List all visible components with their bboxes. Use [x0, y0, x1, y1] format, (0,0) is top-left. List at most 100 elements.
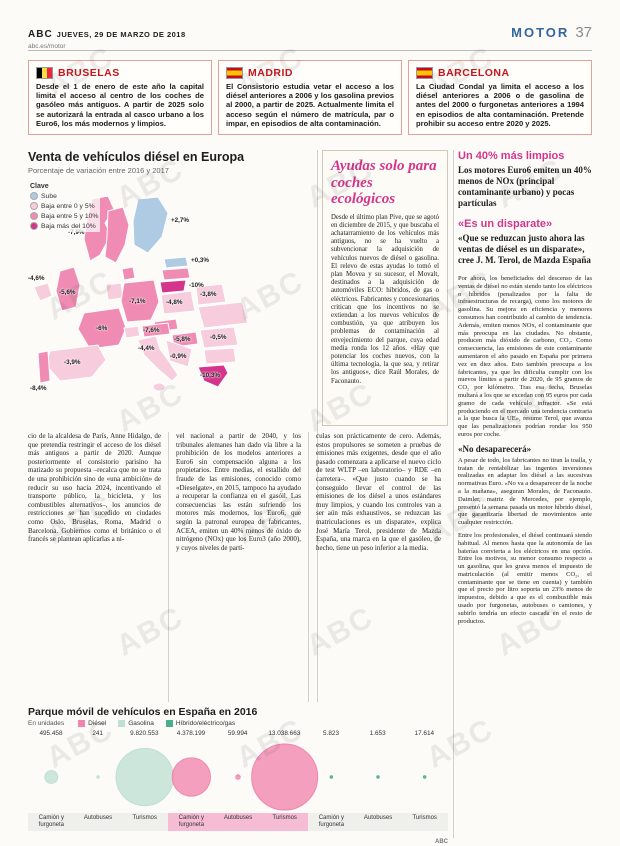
country-balcanes: [165, 339, 193, 368]
country-estonia: [163, 256, 189, 269]
header-right: MOTOR 37: [511, 24, 592, 42]
chart-value: 9.820.553: [130, 730, 159, 737]
city-text: Desde el 1 de enero de este año la capit…: [36, 82, 204, 128]
map-value-reino-unido: -5,6%: [59, 289, 76, 296]
map-value-balcanes: -0,9%: [170, 353, 187, 360]
country-dinamarca: [121, 266, 136, 281]
country-sicilia: [152, 382, 166, 392]
body-paragraph-3: Entre los profesionales, el diésel conti…: [458, 531, 592, 625]
legend-item-diesel: Diésel: [78, 720, 106, 727]
legend-label: Gasolina: [128, 720, 154, 727]
country-bielorrusia: [195, 283, 227, 306]
legend-label: Baja más del 10%: [41, 222, 96, 230]
country-austria: [141, 322, 171, 338]
header-rule: [28, 50, 592, 51]
legend-item-sube: Sube: [30, 192, 98, 200]
city-name: MADRID: [248, 67, 293, 79]
chart-categories-row: Camión y furgoneta Autobuses Turismos Camió…: [28, 813, 449, 831]
subhead-no-desaparecera: «No desaparecerá»: [458, 443, 532, 454]
legend-label: Baja entre 0 y 5%: [41, 202, 95, 210]
bubble: [376, 775, 380, 779]
map-title: Venta de vehículos diésel en Europa: [28, 150, 245, 164]
map-value-noruega: -7,9%: [68, 229, 85, 236]
legend-item-hibrido: Híbrido/eléctrico/gas: [165, 720, 235, 727]
map-value-polonia: -4,8%: [166, 299, 183, 306]
chart-category: Camión y furgoneta: [308, 813, 355, 831]
map-value-estonia: +0,3%: [191, 257, 210, 264]
bubble: [251, 743, 319, 811]
spain-flag-icon: [226, 67, 243, 79]
body-paragraph-1: Por ahora, los beneficiados del descenso…: [458, 275, 592, 438]
legend-label: Baja entre 5 y 10%: [41, 212, 99, 220]
country-alemania: [120, 279, 160, 323]
map-value-labels: -7,9% +2,7% -4,6% -5,6% +0,3% -10% -7,1% -3,8% -…: [28, 195, 313, 407]
chart-category: Autobuses: [354, 813, 402, 831]
highlight-text-1: Los motores Euro6 emiten un 40% menos de…: [458, 165, 592, 208]
map-value-grecia: -10,3%: [200, 372, 220, 379]
highlight-text-2: «Que se reduzcan justo ahora las ventas …: [458, 233, 591, 265]
bubble: [115, 747, 174, 807]
chart-value: 13.038.663: [268, 730, 301, 737]
legend-item-baja-10: Baja más del 10%: [30, 222, 98, 230]
section-title: MOTOR: [511, 25, 570, 40]
chart-title: Parque móvil de vehículos en España en 2…: [28, 706, 258, 718]
article-columns: cio de la alcaldesa de París, Anne Hidal…: [28, 432, 448, 702]
legend-swatch: [30, 202, 38, 210]
page-number: 37: [575, 24, 592, 41]
map-value-portugal: -8,4%: [30, 385, 47, 392]
country-irlanda: [33, 282, 53, 302]
map-value-finlandia: +2,7%: [171, 217, 190, 224]
legend-item-baja-5-10: Baja entre 5 y 10%: [30, 212, 98, 220]
bubble: [329, 775, 334, 779]
chart-category: Turismos: [121, 813, 169, 831]
chart-category: Turismos: [261, 813, 309, 831]
country-rumania: [199, 326, 239, 349]
map-subtitle: Porcentaje de variación entre 2016 y 201…: [28, 166, 169, 175]
abc-logo: ABC: [28, 29, 53, 40]
chart-value: 495.458: [39, 730, 63, 737]
right-column: Un 40% más limpios Los motores Euro6 emi…: [458, 150, 592, 838]
chart-value: 17.614: [414, 730, 435, 737]
city-box-madrid: MADRID El Consistorio estudia vetar el a…: [218, 60, 402, 136]
chart-value: 5.823: [323, 730, 339, 737]
city-boxes: BRUSELAS Desde el 1 de enero de este año…: [28, 60, 592, 136]
legend-swatch: [78, 720, 86, 727]
europe-map: [33, 195, 249, 392]
chart-unit-label: En unidades: [28, 720, 65, 727]
sidebar-body: Desde el último plan Pive, que se agotó …: [331, 213, 439, 385]
city-name: BRUSELAS: [58, 67, 120, 79]
city-box-header: BARCELONA: [416, 67, 584, 79]
chart-meta: En unidades Diésel Gasolina Híbrido/eléc…: [28, 720, 448, 727]
country-ucrania: [197, 301, 249, 329]
belgium-flag-icon: [36, 67, 53, 79]
chart-value: 241: [92, 730, 103, 737]
map-value-francia: -6%: [96, 325, 108, 332]
city-box-barcelona: BARCELONA La Ciudad Condal ya limita el …: [408, 60, 592, 136]
chart-category: Autobuses: [74, 813, 122, 831]
country-reino-unido: [55, 266, 81, 312]
legend-item-baja-0-5: Baja entre 0 y 5%: [30, 202, 98, 210]
city-box-bruselas: BRUSELAS Desde el 1 de enero de este año…: [28, 60, 212, 136]
bubble: [44, 770, 59, 784]
column-rule: [317, 150, 318, 702]
legend-label: Sube: [41, 192, 57, 200]
chart-value: 1.653: [369, 730, 386, 737]
chart-category: Autobuses: [214, 813, 262, 831]
map-value-espana: -3,9%: [64, 359, 81, 366]
country-lituania: [159, 279, 187, 294]
map-value-irlanda: -4,6%: [28, 275, 45, 282]
chart-value: 59.994: [227, 730, 248, 737]
vehicle-fleet-chart: Parque móvil de vehículos en España en 2…: [28, 706, 449, 845]
highlight-title-1: Un 40% más limpios: [458, 150, 565, 162]
bubble: [171, 757, 211, 797]
map-legend: Clave Sube Baja entre 0 y 5% Baja entre …: [28, 181, 101, 232]
bubble-plot: [44, 743, 427, 811]
legend-item-gasolina: Gasolina: [118, 720, 154, 727]
map-value-italia: -4,4%: [138, 345, 155, 352]
body-paragraph-2: A pesar de todo, los fabricantes no tira…: [458, 456, 592, 527]
chart-source: ABC: [435, 839, 448, 845]
legend-swatch: [118, 720, 126, 727]
chart-value: 4.378.199: [176, 730, 206, 737]
sidebar-title: Ayudas solo para coches ecológicos: [331, 158, 437, 207]
